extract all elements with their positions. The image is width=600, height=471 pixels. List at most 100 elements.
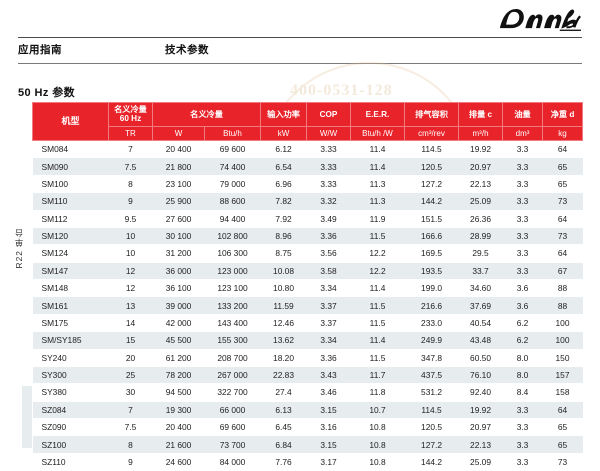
running-head-center: 技术参数 [165,44,209,56]
cell-weight: 67 [542,262,583,281]
cell-oil: 3.3 [502,157,543,176]
cell-cop: 3.33 [306,157,351,176]
cell-w: 27 600 [152,210,205,228]
cell-kw: 7.82 [260,192,307,211]
cell-model: SM/SY185 [32,331,109,350]
cell-model: SY380 [32,383,109,402]
cell-eer: 11.4 [350,140,405,159]
cell-model: SZ110 [32,453,109,471]
cell-btuh: 267 000 [204,366,261,385]
cell-swept-volume: 120.5 [404,157,459,176]
col-unit-dm3: dm³ [502,125,544,142]
cell-tr: 20 [108,349,153,367]
cell-weight: 64 [542,140,583,159]
cell-cop: 3.33 [306,140,351,159]
cell-displacement: 22.13 [458,175,503,194]
row-group-band-sz [22,386,32,448]
cell-oil: 3.3 [502,400,543,420]
cell-eer: 11.4 [350,279,405,298]
cell-w: 36 000 [152,262,205,281]
header-row-titles: 机型 名义冷量 60 Hz 名义冷量 输入功率 COP E.E.R. 排气容积 … [32,101,584,142]
table-row: SZ110 9 24 600 84 000 7.76 3.17 10.8 144.2 25.09… [32,453,583,471]
cell-w: 19 300 [152,400,205,420]
cell-swept-volume: 199.0 [404,279,459,298]
table-row: SM161 13 39 000 133 200 11.59 3.37 11.5 216.6 37… [32,296,583,315]
cell-eer: 10.8 [350,435,405,454]
table-row: SM175 14 42 000 143 400 12.46 3.37 11.5 233.0 40… [32,314,583,333]
col-unit-btuh: Btu/h [203,125,262,142]
cell-kw: 7.92 [260,210,307,228]
cell-w: 39 000 [152,296,205,315]
cell-model: SM124 [32,244,109,263]
cell-swept-volume: 120.5 [404,418,459,437]
cell-displacement: 60.50 [458,349,503,367]
col-header-eer: E.E.R. [350,102,406,127]
col-header-nominal-capacity-60hz: 名义冷量 60 Hz [108,102,153,127]
cell-btuh: 102 800 [204,227,261,246]
danfoss-logo [496,4,582,34]
cell-swept-volume: 144.2 [404,192,459,211]
cell-btuh: 69 600 [204,140,261,159]
cell-btuh: 74 400 [204,157,261,176]
cell-weight: 65 [542,175,583,194]
table-row: SZ084 7 19 300 66 000 6.13 3.15 10.7 114.5 19.92… [32,400,583,420]
page-top-band [0,0,600,38]
cell-eer: 11.8 [350,383,405,402]
cell-eer: 11.5 [350,349,405,367]
col-unit-m3h: m³/h [458,125,504,142]
row-group-label-r22: R22 单台 [8,228,30,273]
cell-w: 78 200 [152,366,205,385]
cell-displacement: 19.92 [458,400,503,420]
cell-displacement: 20.97 [458,157,503,176]
cell-weight: 157 [542,366,583,385]
cell-btuh: 322 700 [204,383,261,402]
cell-displacement: 26.36 [458,210,503,228]
cell-model: SM120 [32,227,109,246]
spec-table: 机型 名义冷量 60 Hz 名义冷量 输入功率 COP E.E.R. 排气容积 … [32,101,584,471]
cell-cop: 3.33 [306,175,351,194]
cell-tr: 7 [108,400,153,420]
cell-kw: 6.45 [260,418,307,437]
spec-table-body: SM084 7 20 400 69 600 6.12 3.33 11.4 114.5 19.92… [32,140,583,471]
cell-weight: 65 [542,435,583,454]
cell-w: 61 200 [152,349,205,367]
cell-cop: 3.34 [306,279,351,298]
col-unit-kg: kg [542,125,584,142]
cell-eer: 11.3 [350,192,405,211]
cell-btuh: 106 300 [204,244,261,263]
cell-btuh: 133 200 [204,296,261,315]
cell-weight: 100 [542,331,583,350]
cell-w: 42 000 [152,314,205,333]
cell-displacement: 20.97 [458,418,503,437]
cell-kw: 13.62 [260,331,307,350]
cell-displacement: 43.48 [458,331,503,350]
cell-w: 20 400 [152,140,205,159]
table-row: SM147 12 36 000 123 000 10.08 3.58 12.2 193.5 33… [32,262,583,281]
cell-swept-volume: 114.5 [404,400,459,420]
col-header-nominal-capacity-60hz-l2: 60 Hz [119,114,142,124]
cell-displacement: 76.10 [458,366,503,385]
cell-displacement: 29.5 [458,244,503,263]
cell-displacement: 25.09 [458,453,503,471]
watermark-line-3: 400-0531-128 [290,82,393,99]
table-row: SM090 7.5 21 800 74 400 6.54 3.33 11.4 120.5 20.… [32,157,583,176]
cell-w: 30 100 [152,227,205,246]
cell-oil: 6.2 [502,314,543,333]
cell-eer: 10.7 [350,400,405,420]
cell-eer: 11.4 [350,331,405,350]
col-header-swept-volume: 排气容积 [404,102,460,127]
table-row: SM124 10 31 200 106 300 8.75 3.56 12.2 169.5 29.… [32,244,583,263]
cell-swept-volume: 249.9 [404,331,459,350]
cell-cop: 3.49 [306,210,351,228]
cell-cop: 3.43 [306,366,351,385]
cell-eer: 12.2 [350,262,405,281]
header-row-units: TR W Btu/h kW W/W Btu/h /W cm³/rev m³/h … [33,125,584,142]
cell-tr: 10 [108,227,153,246]
cell-kw: 7.76 [260,453,307,471]
cell-btuh: 66 000 [204,400,261,420]
cell-kw: 10.08 [260,262,307,281]
cell-oil: 3.3 [502,262,543,281]
cell-swept-volume: 216.6 [404,296,459,315]
cell-displacement: 92.40 [458,383,503,402]
cell-oil: 3.3 [502,435,543,454]
